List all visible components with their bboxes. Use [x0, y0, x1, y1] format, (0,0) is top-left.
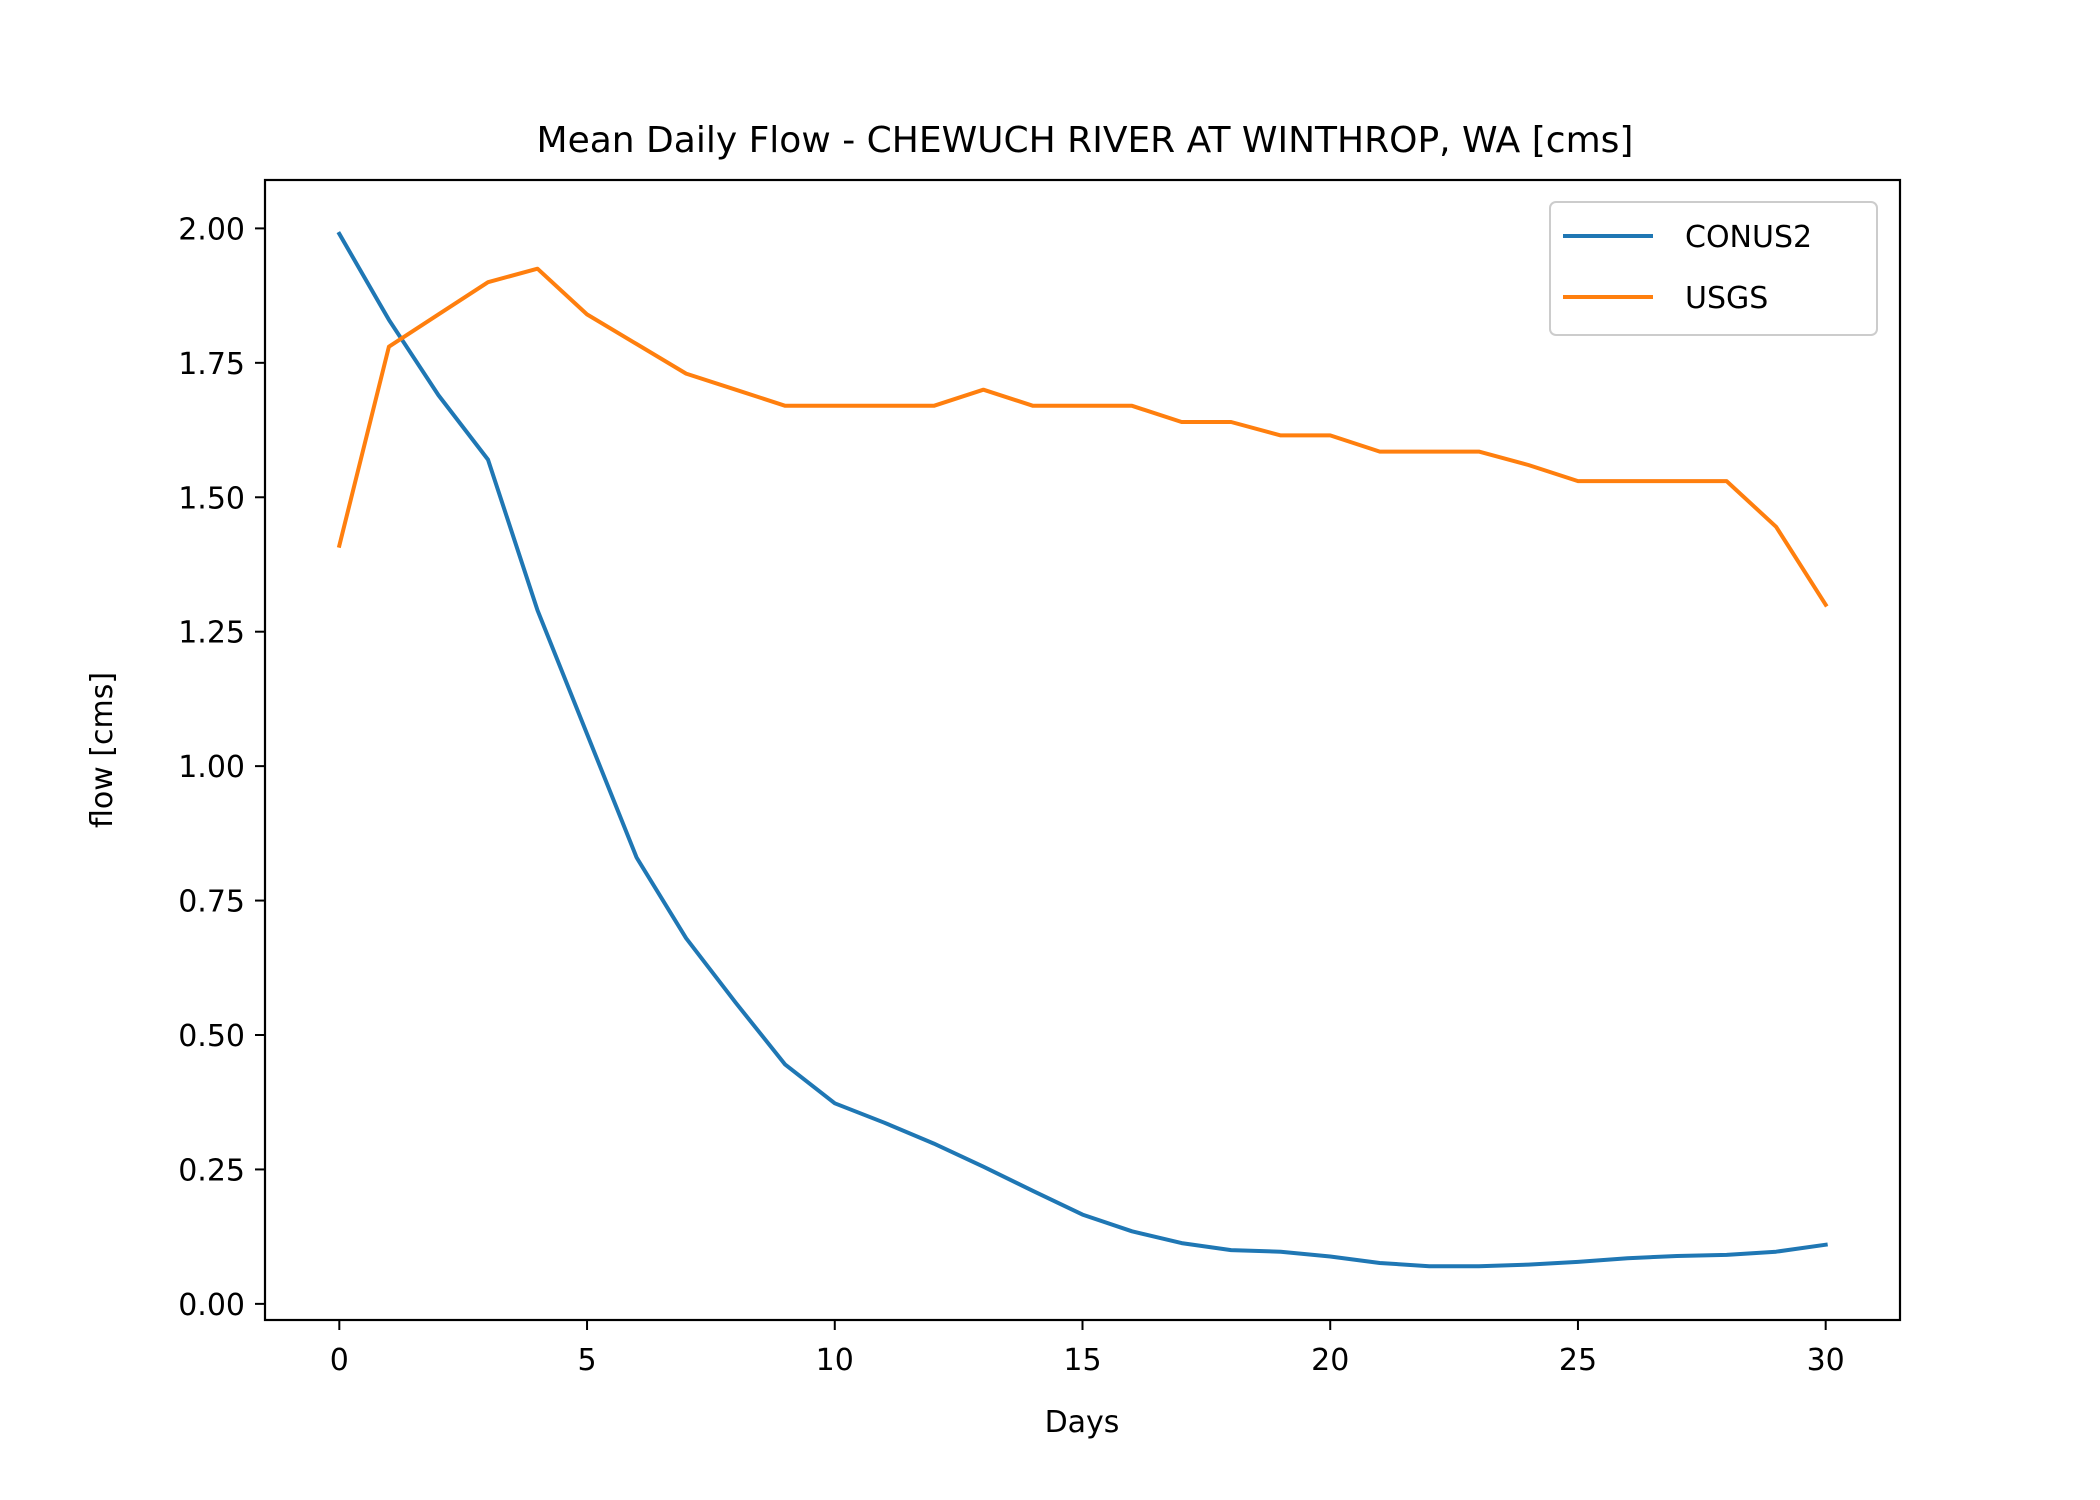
x-tick-label: 0 [330, 1343, 349, 1378]
x-tick-label: 10 [816, 1343, 854, 1378]
y-axis-ticks: 0.00 0.25 0.50 0.75 1.00 1.25 1.50 1.75 2.00 [178, 212, 265, 1323]
x-tick-label: 5 [577, 1343, 596, 1378]
legend-label-conus2: CONUS2 [1685, 220, 1812, 255]
chart-title: Mean Daily Flow - CHEWUCH RIVER AT WINTH… [537, 120, 1634, 161]
y-axis-label: flow [cms] [85, 672, 120, 828]
y-tick-label: 2.00 [178, 212, 245, 247]
y-tick-label: 1.25 [178, 616, 245, 651]
x-axis-ticks: 0 5 10 15 20 25 30 [330, 1320, 1845, 1378]
y-tick-label: 1.00 [178, 750, 245, 785]
series-line-usgs [336, 266, 1829, 608]
plot-series [336, 231, 1829, 1269]
y-tick-label: 0.25 [178, 1153, 245, 1188]
y-tick-label: 1.75 [178, 347, 245, 382]
x-axis-label: Days [1045, 1405, 1120, 1440]
y-tick-label: 0.00 [178, 1288, 245, 1323]
legend: CONUS2 USGS [1549, 201, 1878, 336]
y-tick-label: 0.50 [178, 1019, 245, 1054]
x-tick-label: 25 [1559, 1343, 1597, 1378]
y-tick-label: 0.75 [178, 885, 245, 920]
series-line-conus2 [336, 231, 1828, 1269]
x-tick-label: 20 [1311, 1343, 1349, 1378]
x-tick-label: 15 [1063, 1343, 1101, 1378]
legend-label-usgs: USGS [1685, 281, 1768, 316]
y-tick-label: 1.50 [178, 481, 245, 516]
x-tick-label: 30 [1807, 1343, 1845, 1378]
